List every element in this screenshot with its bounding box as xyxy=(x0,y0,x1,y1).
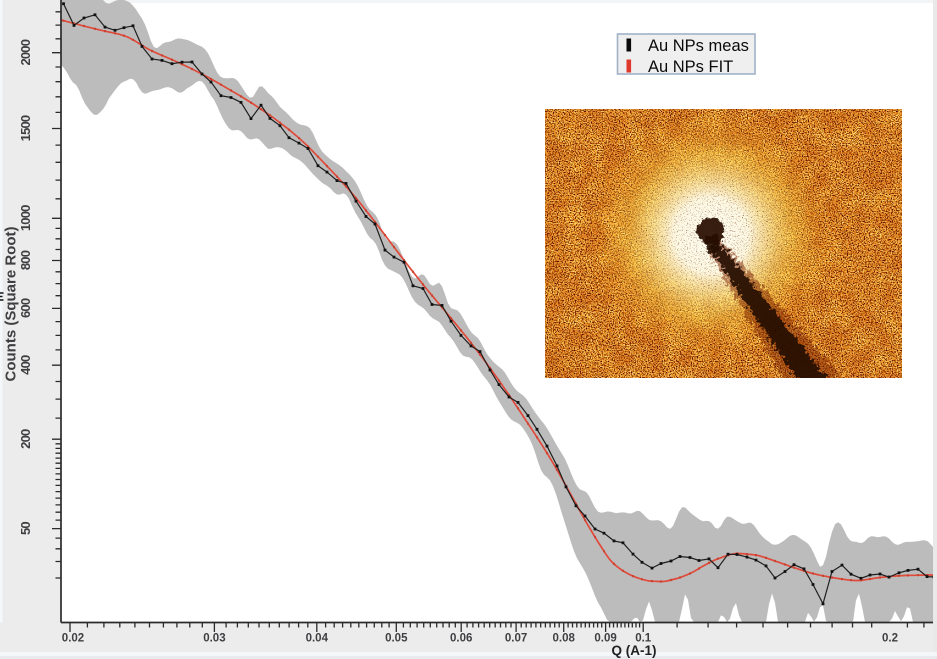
svg-text:600: 600 xyxy=(18,298,33,318)
svg-text:0.07: 0.07 xyxy=(505,633,527,645)
svg-text:0.06: 0.06 xyxy=(450,633,472,645)
svg-text:Counts (Square Root): Counts (Square Root) xyxy=(3,227,20,382)
svg-text:0.2: 0.2 xyxy=(882,633,898,645)
svg-text:Au NPs meas: Au NPs meas xyxy=(648,37,749,55)
svg-text:0.04: 0.04 xyxy=(306,633,329,645)
svg-text:0.09: 0.09 xyxy=(594,633,616,645)
svg-text:0.05: 0.05 xyxy=(385,633,408,645)
svg-text:Q (A-1): Q (A-1) xyxy=(612,643,657,658)
svg-text:0.1: 0.1 xyxy=(635,633,652,645)
svg-text:400: 400 xyxy=(18,355,33,375)
svg-text:2000: 2000 xyxy=(18,39,33,65)
svg-text:1000: 1000 xyxy=(18,205,33,231)
svg-text:0.03: 0.03 xyxy=(203,633,225,645)
svg-text:1500: 1500 xyxy=(18,115,33,141)
svg-text:50: 50 xyxy=(18,522,33,535)
svg-text:0.02: 0.02 xyxy=(62,633,84,645)
svg-text:0.08: 0.08 xyxy=(553,633,576,645)
svg-text:800: 800 xyxy=(18,250,33,270)
svg-text:200: 200 xyxy=(18,429,33,449)
svg-text:Au NPs FIT: Au NPs FIT xyxy=(648,58,733,76)
